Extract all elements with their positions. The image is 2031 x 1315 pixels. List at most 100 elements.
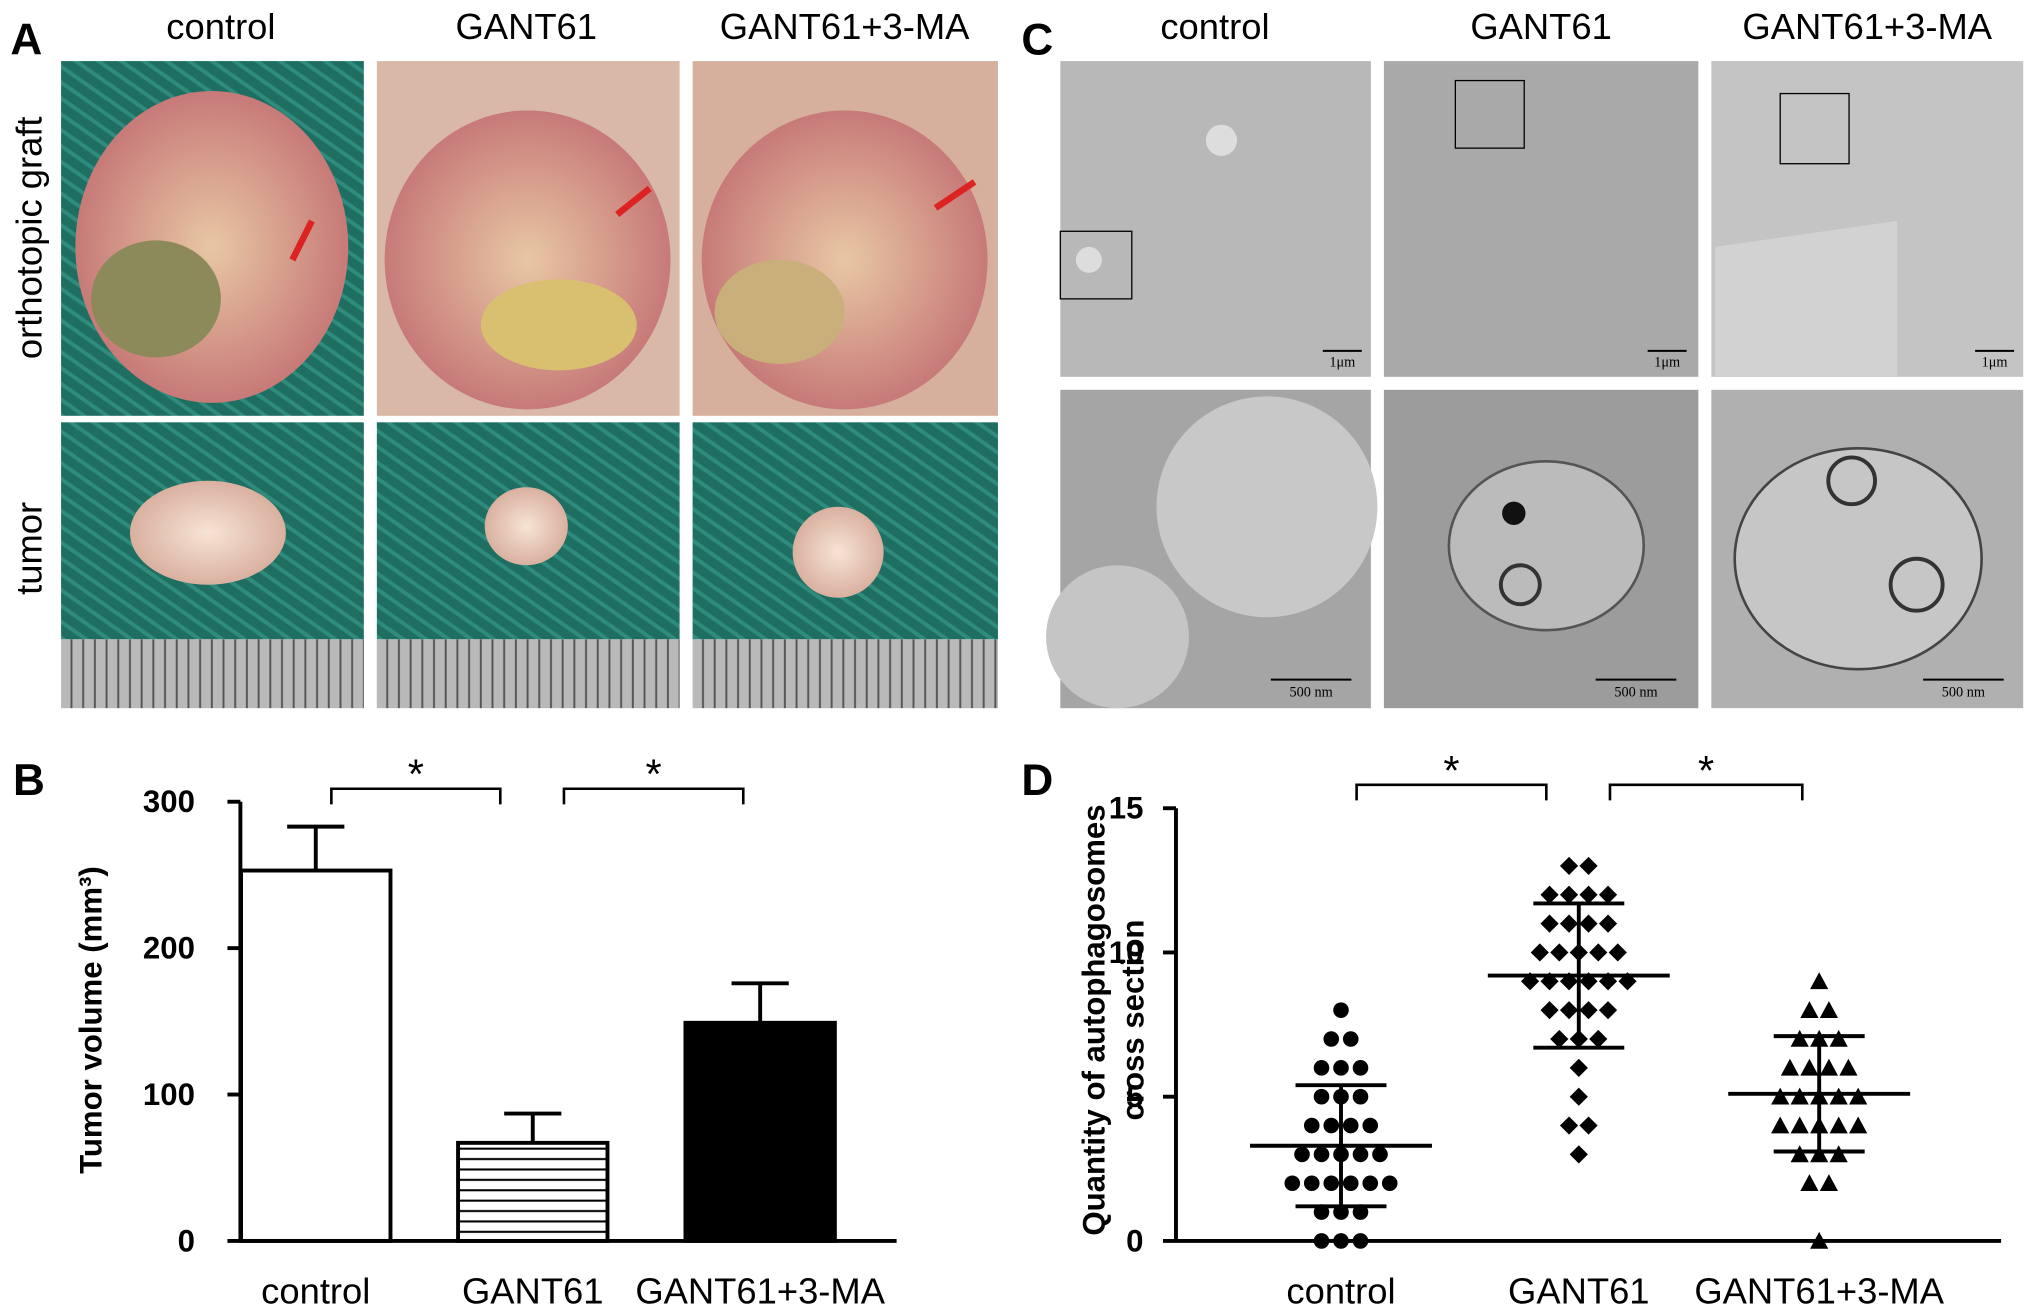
data-point: [1819, 1058, 1839, 1076]
data-point: [1598, 914, 1618, 933]
y-tick-label: 200: [143, 931, 195, 966]
column-label: GANT61+3-MA: [1742, 6, 1992, 47]
data-point: [1333, 1002, 1349, 1018]
data-point: [1362, 1117, 1379, 1134]
y-tick-label: 15: [1109, 791, 1144, 826]
scale-label: 1μm: [1654, 354, 1680, 370]
significance-bracket: [562, 787, 745, 805]
data-point: [1579, 885, 1598, 904]
data-point: [1540, 914, 1559, 933]
y-tick-label: 10: [1109, 935, 1144, 970]
y-axis-label: Tumor volume (mm³): [73, 866, 108, 1174]
column-label: GANT61: [1470, 6, 1612, 47]
data-point: [1559, 856, 1579, 876]
data-point: [1333, 1233, 1349, 1249]
bar: [456, 1140, 610, 1243]
data-point: [1323, 1175, 1340, 1192]
data-point: [1381, 1175, 1398, 1192]
x-tick-label: control: [261, 1270, 370, 1311]
significance-label: *: [1698, 747, 1714, 794]
data-point: [1819, 1001, 1839, 1018]
data-point: [1303, 1175, 1320, 1192]
data-point: [1323, 1031, 1340, 1047]
y-tick-label: 300: [143, 784, 195, 819]
column-label: control: [1160, 6, 1269, 47]
y-tick-label: 5: [1126, 1079, 1143, 1114]
column-label: control: [166, 6, 275, 47]
data-point: [1559, 914, 1579, 933]
data-point: [1579, 1001, 1598, 1020]
y-axis-label: Quantity of autophagosomes: [1077, 804, 1112, 1235]
x-tick-label: GANT61+3-MA: [635, 1270, 885, 1311]
data-point: [1771, 1116, 1790, 1134]
data-point: [1829, 1145, 1848, 1163]
data-point: [1790, 1087, 1809, 1105]
panel-a-photos: [61, 61, 998, 709]
data-point: [1849, 1087, 1868, 1105]
significance-bracket: [1355, 783, 1548, 801]
x-tick-label: GANT61: [1508, 1270, 1650, 1311]
data-point: [1313, 1060, 1330, 1076]
data-point: [1352, 1060, 1369, 1076]
data-point: [1569, 1145, 1588, 1164]
data-point: [1342, 1175, 1359, 1192]
data-point: [1849, 1116, 1868, 1134]
bar: [683, 1020, 837, 1243]
data-point: [1780, 1058, 1800, 1076]
significance-label: *: [408, 751, 424, 798]
panel-c-images: [1046, 61, 2024, 709]
column-label: GANT61: [456, 6, 598, 47]
bar: [239, 868, 393, 1243]
row-label: tumor: [9, 502, 50, 595]
data-point: [1569, 1058, 1588, 1077]
significance-bracket: [1608, 783, 1804, 801]
data-point: [1579, 914, 1598, 933]
data-point: [1810, 1231, 1829, 1249]
data-point: [1810, 1145, 1829, 1163]
significance-label: *: [1443, 747, 1459, 794]
data-point: [1352, 1088, 1369, 1105]
data-point: [1352, 1233, 1369, 1249]
data-point: [1800, 1058, 1819, 1076]
scale-label: 500 nm: [1614, 684, 1657, 700]
panel-label: D: [1021, 756, 1053, 805]
data-point: [1569, 1087, 1588, 1106]
data-point: [1771, 1087, 1790, 1105]
y-tick-label: 0: [1126, 1223, 1143, 1258]
data-point: [1333, 1060, 1349, 1076]
data-point: [1790, 1145, 1809, 1163]
data-point: [1589, 1029, 1608, 1049]
y-tick-label: 0: [178, 1223, 195, 1258]
data-point: [1540, 885, 1559, 904]
y-tick-label: 100: [143, 1077, 195, 1112]
data-point: [1342, 1031, 1359, 1047]
data-point: [1579, 1116, 1598, 1135]
x-tick-label: control: [1286, 1270, 1395, 1311]
data-point: [1342, 1117, 1359, 1134]
scale-label: 1μm: [1329, 354, 1355, 370]
panel-a-labels: A control GANT61 GANT61+3-MA orthotopic …: [9, 6, 971, 595]
x-tick-label: GANT61: [462, 1270, 604, 1311]
data-point: [1559, 1116, 1579, 1135]
data-point: [1800, 1174, 1819, 1192]
data-point: [1313, 1233, 1330, 1249]
data-point: [1800, 1001, 1819, 1018]
scale-label: 1μm: [1982, 354, 2008, 370]
data-point: [1810, 972, 1829, 990]
data-point: [1530, 943, 1549, 962]
data-point: [1608, 943, 1627, 962]
significance-label: *: [646, 751, 662, 798]
data-point: [1372, 1146, 1388, 1163]
panel-label: A: [10, 16, 42, 65]
data-point: [1829, 1087, 1848, 1105]
panel-label: C: [1021, 16, 1053, 65]
data-point: [1819, 1174, 1839, 1192]
data-point: [1352, 1146, 1369, 1163]
data-point: [1323, 1117, 1340, 1134]
data-point: [1550, 1029, 1569, 1049]
data-point: [1579, 856, 1598, 876]
data-point: [1362, 1175, 1379, 1192]
panel-label: B: [13, 756, 45, 805]
data-point: [1790, 1029, 1809, 1047]
